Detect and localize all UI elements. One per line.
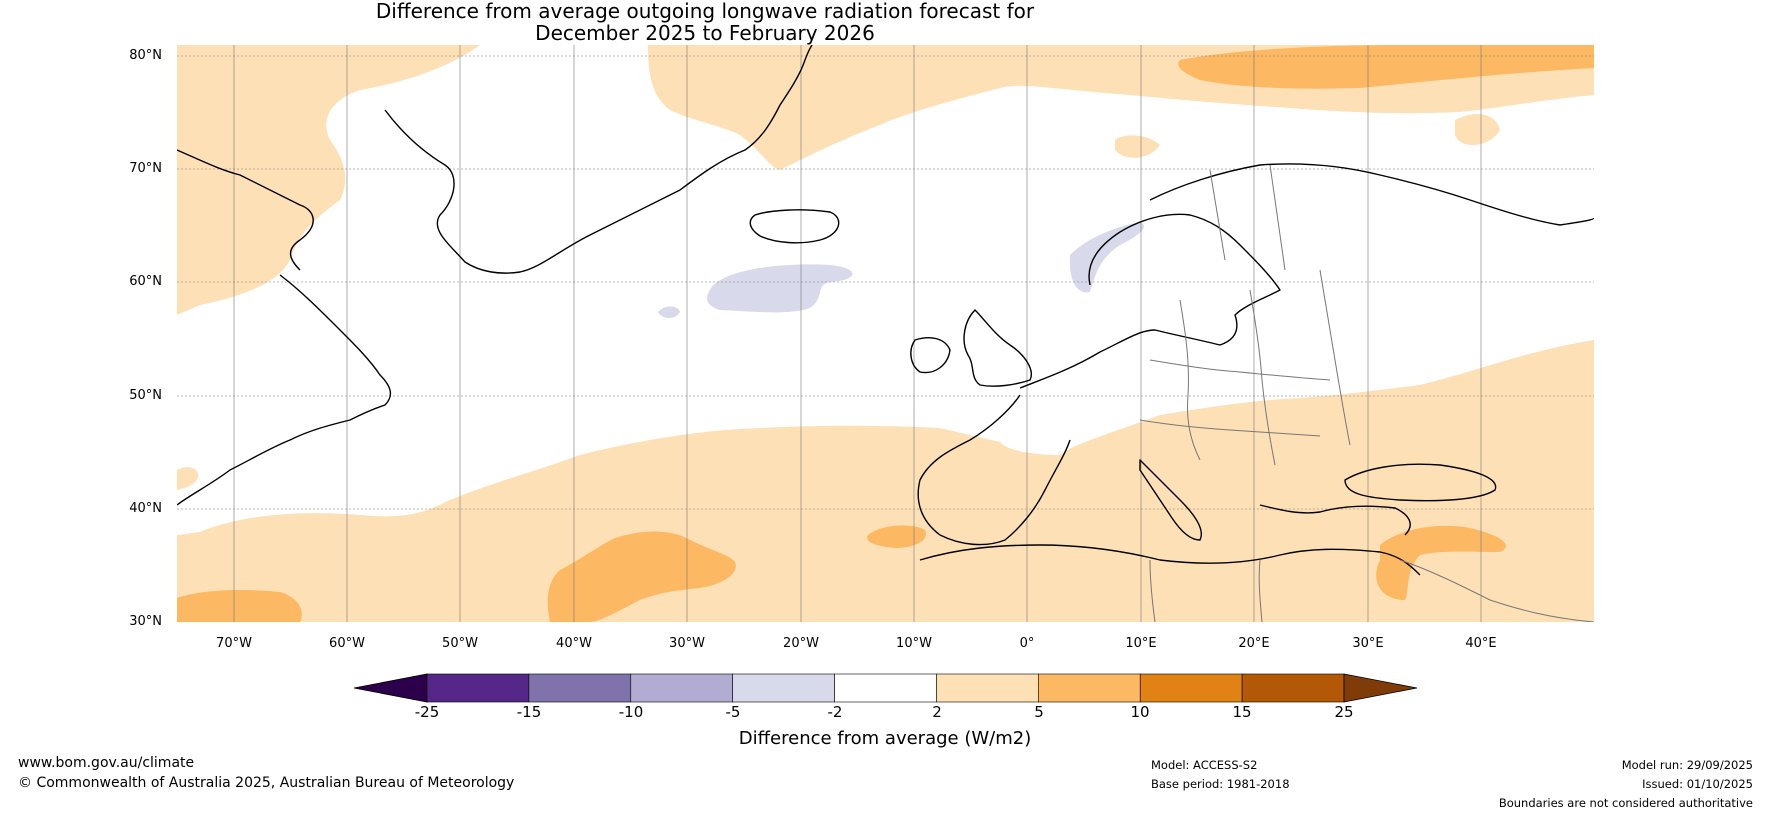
colorbar-tick-minus2: -2 (827, 703, 843, 721)
colorbar-extend-low (353, 673, 428, 703)
map-title-line2: December 2025 to February 2026 (535, 21, 875, 45)
gridlines (177, 45, 1594, 622)
colorbar-tick-minus5: -5 (725, 703, 741, 721)
black-sea-coast (1344, 463, 1497, 502)
iberia-coast (917, 394, 1071, 546)
colorbar-tick-2: 2 (932, 703, 942, 721)
greenland-coast (384, 45, 813, 274)
lon-label-70W: 70°W (216, 636, 252, 651)
barents-patch-1 (1115, 135, 1160, 158)
lon-label-50W: 50°W (442, 636, 478, 651)
lat-label-40N: 40°N (129, 501, 162, 516)
colorbar-segment (1038, 673, 1141, 703)
colorbar-tick-5: 5 (1034, 703, 1044, 721)
colorbar-segment (732, 673, 835, 703)
footer-model: Model: ACCESS-S2 (1151, 758, 1258, 772)
map-area (177, 45, 1594, 622)
labrador-positive-area (177, 467, 199, 490)
colorbar-tick-minus15: -15 (516, 703, 542, 721)
border-8 (1149, 559, 1156, 622)
lon-label-30W: 30°W (669, 636, 705, 651)
atlantic-small-negative-area (658, 306, 680, 318)
lon-label-30E: 30°E (1352, 636, 1384, 651)
footer-disclaimer: Boundaries are not considered authoritat… (1498, 796, 1753, 810)
map-title-line1: Difference from average outgoing longwav… (375, 0, 1035, 23)
sahara-mediterranean-positive-area (177, 340, 1594, 622)
canada-positive-area (177, 45, 480, 315)
colorbar-tick-15: 15 (1232, 703, 1252, 721)
middle-east-positive-area (1376, 525, 1506, 600)
colorbar-segment (630, 673, 733, 703)
lon-label-0: 0° (1019, 636, 1035, 651)
footer-model-run: Model run: 29/09/2025 (1621, 758, 1753, 772)
footer-issued: Issued: 01/10/2025 (1642, 777, 1753, 791)
colorbar-segments (426, 673, 1345, 703)
footer-base-period: Base period: 1981-2018 (1151, 777, 1290, 791)
border-9 (1258, 559, 1263, 622)
colorbar-segment (1241, 673, 1345, 703)
lon-label-20W: 20°W (783, 636, 819, 651)
ireland-coast (910, 337, 951, 374)
colorbar-extend-high (1343, 673, 1418, 703)
lon-label-40E: 40°E (1465, 636, 1497, 651)
colorbar-segment (426, 673, 530, 703)
colorbar-tick-10: 10 (1130, 703, 1150, 721)
norway-coast-negative-area (1069, 222, 1144, 293)
border-5 (1139, 419, 1321, 437)
border-6 (1209, 169, 1226, 261)
border-3 (1249, 289, 1276, 466)
subtropical-atlantic-positive-area (547, 531, 736, 622)
lat-label-60N: 60°N (129, 274, 162, 289)
eastern-med-coast (1259, 504, 1411, 536)
colorbar-tick-25: 25 (1334, 703, 1354, 721)
colorbar-segment (834, 673, 937, 703)
colorbar-tick-minus10: -10 (618, 703, 644, 721)
lon-label-60W: 60°W (329, 636, 365, 651)
lon-label-10E: 10°E (1125, 636, 1157, 651)
lat-label-70N: 70°N (129, 161, 162, 176)
italy-coast (1139, 459, 1202, 541)
lat-label-80N: 80°N (129, 48, 162, 63)
lat-label-50N: 50°N (129, 388, 162, 403)
anomaly-fill-2-to-5 (177, 45, 1594, 622)
iceland-coast (749, 209, 840, 244)
tropical-west-atlantic-positive-area (177, 590, 302, 622)
footer-website: www.bom.gov.au/climate (18, 755, 195, 771)
national-borders (1139, 164, 1594, 622)
border-4 (1319, 269, 1351, 446)
border-1 (1149, 359, 1331, 381)
border-7 (1269, 164, 1286, 271)
colorbar-label: Difference from average (W/m2) (738, 728, 1032, 749)
border-10 (1399, 559, 1594, 622)
lon-label-10W: 10°W (896, 636, 932, 651)
labrador-coast (177, 274, 392, 506)
britain-coast (963, 309, 1032, 387)
colorbar-tick-minus25: -25 (414, 703, 440, 721)
scandinavia-north-coast (1149, 163, 1594, 226)
colorbar (353, 673, 1418, 703)
canada-arctic-coast (177, 149, 314, 271)
barents-patch-2 (1455, 114, 1500, 146)
footer-copyright: © Commonwealth of Australia 2025, Austra… (18, 775, 515, 791)
colorbar-segment (936, 673, 1039, 703)
anomaly-fill-minus5-to-minus2 (658, 222, 1144, 318)
lon-label-20E: 20°E (1238, 636, 1270, 651)
colorbar-segment (528, 673, 632, 703)
border-2 (1179, 299, 1201, 461)
lat-label-30N: 30°N (129, 614, 162, 629)
north-africa-positive-area (867, 525, 926, 548)
lon-label-40W: 40°W (556, 636, 592, 651)
colorbar-segment (1139, 673, 1243, 703)
north-africa-coast (919, 544, 1421, 576)
mid-atlantic-negative-area (707, 264, 853, 313)
